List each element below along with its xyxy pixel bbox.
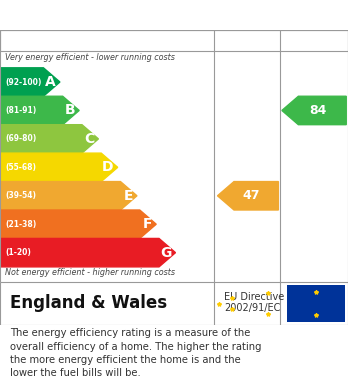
- Text: Not energy efficient - higher running costs: Not energy efficient - higher running co…: [5, 268, 175, 277]
- Text: Energy Efficiency Rating: Energy Efficiency Rating: [10, 9, 213, 24]
- Polygon shape: [218, 181, 278, 210]
- Text: (21-38): (21-38): [5, 220, 37, 229]
- Text: 84: 84: [309, 104, 326, 117]
- Polygon shape: [0, 239, 175, 267]
- Text: C: C: [84, 132, 94, 146]
- Text: E: E: [123, 189, 133, 203]
- Text: (69-80): (69-80): [5, 135, 37, 143]
- Text: (39-54): (39-54): [5, 191, 36, 200]
- Polygon shape: [0, 210, 156, 239]
- Text: (92-100): (92-100): [5, 77, 42, 86]
- Text: (81-91): (81-91): [5, 106, 37, 115]
- Bar: [287, 285, 345, 321]
- Text: 47: 47: [243, 189, 260, 202]
- Text: (1-20): (1-20): [5, 248, 31, 257]
- Polygon shape: [282, 96, 346, 125]
- Text: B: B: [64, 104, 75, 117]
- Text: Potential: Potential: [293, 36, 335, 46]
- Text: EU Directive
2002/91/EC: EU Directive 2002/91/EC: [224, 292, 285, 314]
- Text: Very energy efficient - lower running costs: Very energy efficient - lower running co…: [5, 53, 175, 62]
- Polygon shape: [0, 125, 98, 153]
- Polygon shape: [0, 153, 118, 181]
- Text: The energy efficiency rating is a measure of the
overall efficiency of a home. T: The energy efficiency rating is a measur…: [10, 328, 262, 378]
- Text: D: D: [102, 160, 113, 174]
- Polygon shape: [0, 96, 79, 125]
- Text: F: F: [143, 217, 152, 231]
- Text: G: G: [160, 246, 171, 260]
- Bar: [0, 30, 348, 52]
- Text: A: A: [45, 75, 56, 89]
- Text: England & Wales: England & Wales: [10, 294, 168, 312]
- Text: (55-68): (55-68): [5, 163, 36, 172]
- Text: Current: Current: [229, 36, 266, 46]
- Polygon shape: [0, 181, 137, 210]
- Polygon shape: [0, 68, 60, 96]
